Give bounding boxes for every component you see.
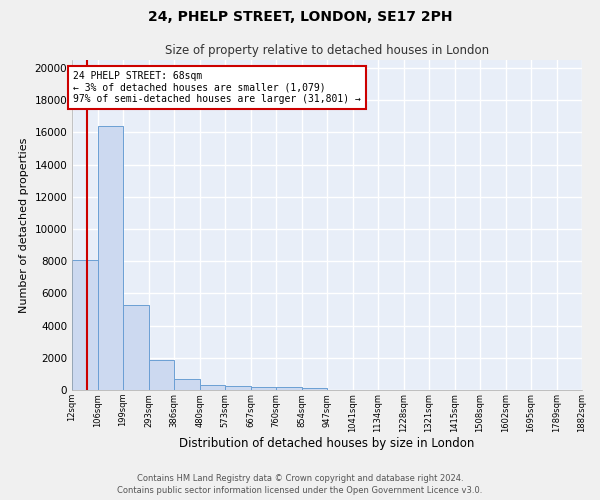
Bar <box>276 388 302 390</box>
Bar <box>200 385 225 390</box>
Text: 24, PHELP STREET, LONDON, SE17 2PH: 24, PHELP STREET, LONDON, SE17 2PH <box>148 10 452 24</box>
Bar <box>149 360 174 390</box>
Text: Contains HM Land Registry data © Crown copyright and database right 2024.
Contai: Contains HM Land Registry data © Crown c… <box>118 474 482 495</box>
Bar <box>302 388 327 390</box>
Bar <box>174 378 200 390</box>
X-axis label: Distribution of detached houses by size in London: Distribution of detached houses by size … <box>179 438 475 450</box>
Bar <box>123 304 149 390</box>
Bar <box>72 260 98 390</box>
Text: 24 PHELP STREET: 68sqm
← 3% of detached houses are smaller (1,079)
97% of semi-d: 24 PHELP STREET: 68sqm ← 3% of detached … <box>73 72 361 104</box>
Title: Size of property relative to detached houses in London: Size of property relative to detached ho… <box>165 44 489 58</box>
Bar <box>225 386 251 390</box>
Y-axis label: Number of detached properties: Number of detached properties <box>19 138 29 312</box>
Bar <box>251 387 276 390</box>
Bar <box>98 126 123 390</box>
